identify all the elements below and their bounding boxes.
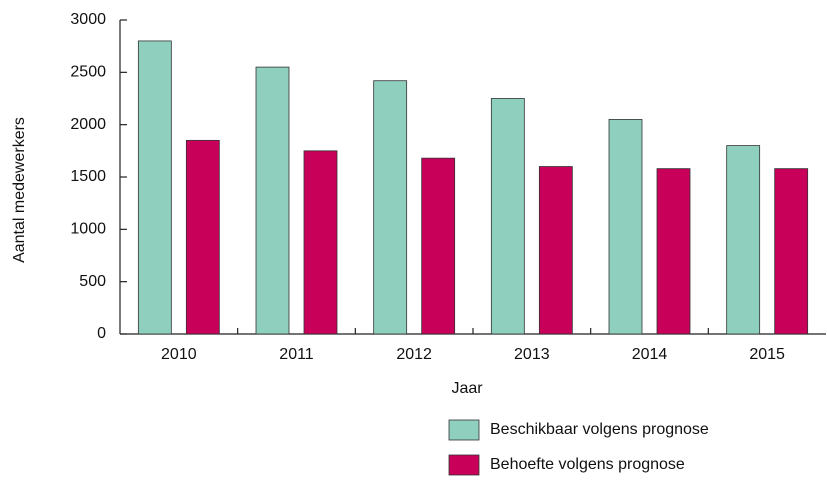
y-tick-label: 0 [97,325,106,342]
bar [608,119,643,335]
x-tick-label: 2015 [749,346,785,363]
x-axis-title: Jaar [451,380,483,397]
bar [255,66,290,335]
bar [726,145,761,335]
bar [373,80,408,335]
y-axis-title: Aantal medewerkers [11,117,28,263]
y-tick-label: 2000 [70,116,106,133]
legend-label: Beschikbaar volgens prognose [490,421,709,438]
bar [490,98,525,335]
y-tick-label: 3000 [70,11,106,28]
bar [538,166,573,335]
legend-label: Behoefte volgens prognose [490,456,685,473]
bar [303,150,338,335]
x-tick-label: 2014 [632,346,668,363]
bar [774,168,809,335]
legend-swatch [448,454,480,476]
bar [185,139,220,335]
bar [656,168,691,335]
bar [137,40,172,335]
y-tick-label: 500 [79,273,106,290]
x-tick-label: 2013 [514,346,550,363]
x-tick-label: 2012 [396,346,432,363]
bar [421,157,456,335]
y-tick-label: 1500 [70,168,106,185]
y-tick-label: 2500 [70,64,106,81]
x-tick-label: 2011 [279,346,314,363]
legend-swatch [448,419,480,441]
x-tick-label: 2010 [161,346,197,363]
y-tick-label: 1000 [70,221,106,238]
